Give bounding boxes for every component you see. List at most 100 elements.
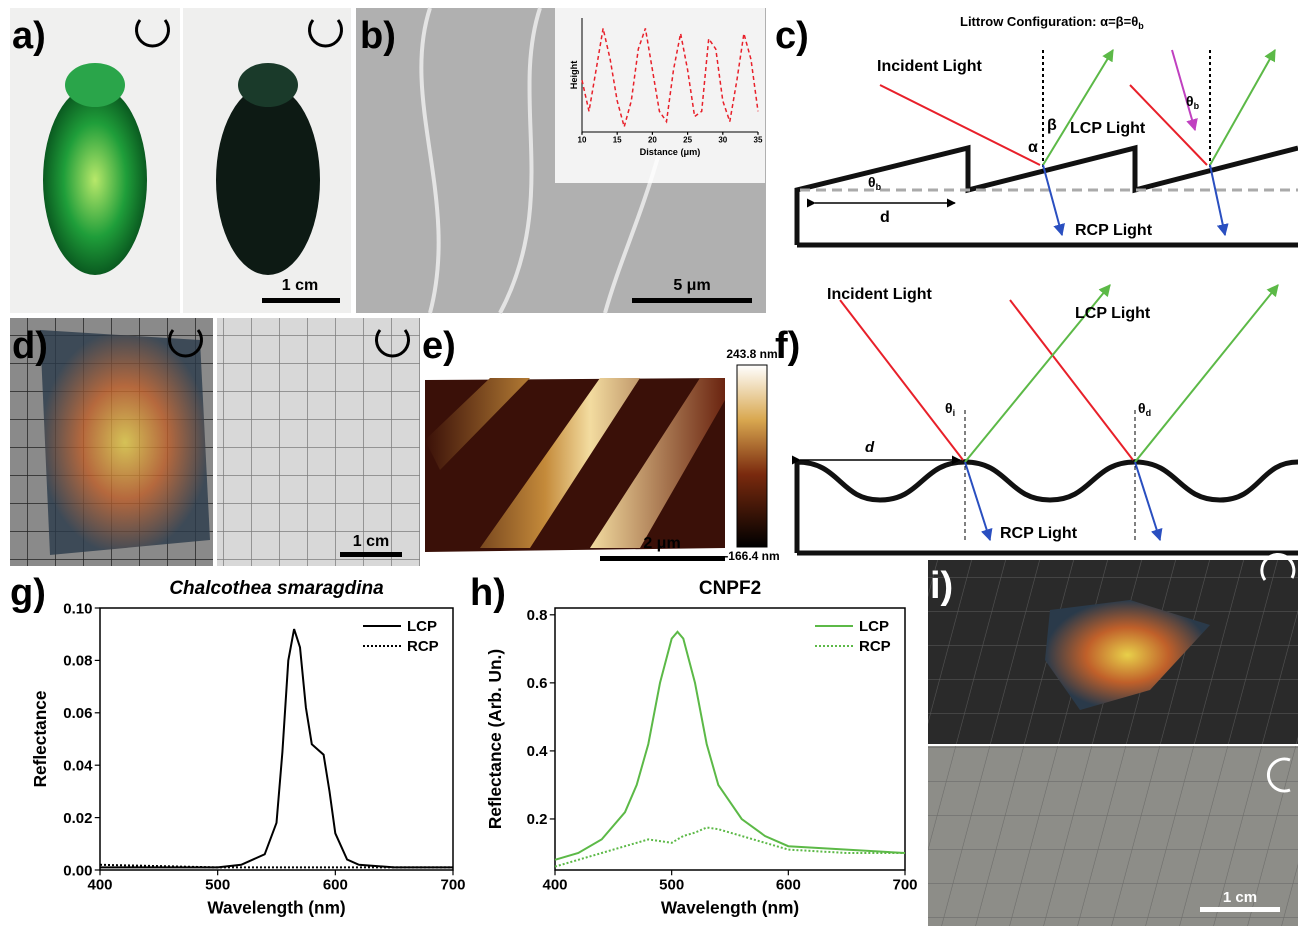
- beetle: [238, 63, 298, 107]
- scale-bar: [1200, 907, 1280, 912]
- panel-e: 243.8 nm -166.4 nm 2 μm e): [422, 325, 780, 563]
- label: θd: [1138, 400, 1151, 418]
- incident-ray: [1009, 299, 1134, 461]
- chart-title: CNPF2: [699, 578, 761, 599]
- x-tick-label: 700: [892, 877, 917, 894]
- y-tick-label: 0.6: [527, 675, 548, 692]
- panel-b: 5 μm b): [356, 7, 766, 314]
- ridge: [419, 7, 441, 314]
- scale-bar: [340, 552, 402, 557]
- x-tick-label: 10: [578, 135, 587, 144]
- label: θb: [1186, 93, 1200, 111]
- rotation-arrow: [168, 329, 203, 358]
- plot-frame: [99, 607, 454, 871]
- panel-label: g): [10, 572, 46, 614]
- beetle: [43, 85, 147, 275]
- y-tick-label: 0.08: [63, 653, 92, 670]
- label: Incident Light: [877, 58, 983, 75]
- rcp-ray: [1209, 164, 1229, 237]
- panel-d: 1 cm d): [10, 318, 420, 566]
- grating: [794, 459, 1298, 556]
- y-tick-label: 0.02: [63, 810, 92, 827]
- label: β: [1047, 117, 1057, 134]
- incident-ray: [839, 299, 964, 461]
- label: d: [880, 209, 890, 226]
- legend-label: RCP: [407, 638, 439, 655]
- x-axis-label: Wavelength (nm): [661, 898, 799, 918]
- scale-label: 1 cm: [1223, 889, 1257, 906]
- rcp-ray: [964, 461, 993, 542]
- colorbar-label: -166.4 nm: [724, 549, 779, 563]
- lcp-ray: [1134, 284, 1279, 463]
- y-tick-label: 0.4: [527, 743, 549, 760]
- scale-bar: [600, 556, 725, 561]
- panel-f: Incident Light LCP Light RCP Light d θi …: [775, 284, 1298, 556]
- chart-title: Chalcothea smaragdina: [169, 578, 384, 599]
- panel-label: b): [360, 15, 396, 57]
- y-tick-label: 0.8: [527, 607, 548, 624]
- y-tick-label: 0.2: [527, 811, 548, 828]
- panel-a: 1 cm a): [10, 8, 351, 313]
- label: RCP Light: [1000, 525, 1078, 542]
- film: [1045, 600, 1210, 710]
- panel-label: h): [470, 572, 506, 614]
- rotation-arrow: [135, 19, 170, 48]
- incident-ray: [879, 84, 1041, 166]
- x-tick-label: 400: [542, 877, 567, 894]
- y-tick-label: 0.00: [63, 862, 92, 879]
- x-tick-label: 700: [440, 877, 465, 894]
- ridge: [498, 7, 542, 314]
- x-tick-label: 20: [648, 135, 657, 144]
- label: d: [865, 439, 875, 456]
- y-tick-label: 0.10: [63, 600, 92, 617]
- grid: [217, 318, 420, 566]
- x-tick-label: 35: [754, 135, 763, 144]
- beetle: [65, 63, 125, 107]
- x-axis-label: Wavelength (nm): [207, 898, 345, 918]
- x-tick-label: 25: [683, 135, 692, 144]
- y-axis-label: Height: [569, 61, 579, 90]
- panel-label: i): [930, 565, 953, 607]
- diffracted-ray: [1171, 49, 1198, 132]
- incident-ray: [1129, 84, 1208, 166]
- x-tick-label: 500: [205, 877, 230, 894]
- lcp-ray: [964, 284, 1111, 463]
- film: [40, 330, 210, 555]
- y-axis-label: Reflectance: [30, 691, 50, 788]
- panel-label: e): [422, 325, 456, 367]
- rotation-arrow: [1267, 757, 1291, 793]
- rotation-arrow: [308, 19, 343, 48]
- x-tick-label: 400: [87, 877, 112, 894]
- rcp-ray: [1042, 164, 1065, 237]
- label: α: [1028, 139, 1038, 156]
- label: θb: [868, 174, 882, 192]
- diagram-title: Littrow Configuration: α=β=θb: [960, 14, 1144, 31]
- inset-bg: [555, 8, 765, 183]
- lcp-ray: [1042, 48, 1114, 166]
- series-line: [581, 28, 759, 130]
- y-axis-label: Reflectance (Arb. Un.): [485, 649, 505, 829]
- y-tick-label: 0.04: [63, 757, 93, 774]
- scale-bar: [262, 298, 340, 303]
- panel-label: f): [775, 325, 800, 367]
- x-tick-label: 500: [659, 877, 684, 894]
- rcp-ray: [1134, 461, 1163, 542]
- label: LCP Light: [1070, 120, 1146, 137]
- colorbar: [736, 364, 768, 548]
- panel-label: a): [12, 15, 46, 57]
- x-tick-label: 600: [776, 877, 801, 894]
- legend-label: LCP: [407, 618, 437, 635]
- label: LCP Light: [1075, 305, 1151, 322]
- scale-label: 5 μm: [673, 277, 710, 294]
- legend-label: RCP: [859, 638, 891, 655]
- rotation-arrow: [1260, 553, 1296, 581]
- x-tick-label: 30: [718, 135, 727, 144]
- label: RCP Light: [1075, 222, 1153, 239]
- x-axis-label: Distance (μm): [640, 147, 701, 157]
- grid: [928, 746, 1298, 926]
- colorbar-label: 243.8 nm: [726, 347, 777, 361]
- grating: [794, 144, 1298, 248]
- scale-bar: [632, 298, 752, 303]
- beetle: [216, 85, 320, 275]
